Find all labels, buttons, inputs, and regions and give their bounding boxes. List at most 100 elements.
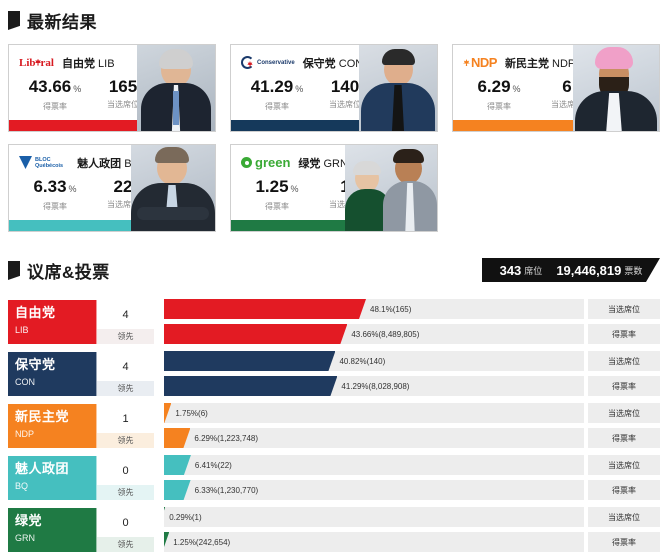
party-tag-grn[interactable]: 绿党 GRN 0 领先 — [8, 508, 154, 552]
total-votes-label: 票数 — [624, 265, 643, 276]
vote-bar-line-bq: 6.33%(1,230,770) 得票率 — [164, 480, 660, 500]
vote-bar-track-ndp: 6.29%(1,223,748) — [164, 428, 584, 448]
seat-row-label-bq: 当选席位 — [588, 455, 660, 475]
result-row-con[interactable]: 保守党 CON 4 领先 40.82%(140) 当选席位 — [8, 348, 660, 400]
seat-bar-track-lib: 48.1%(165) — [164, 299, 584, 319]
ndp-logo-icon: NDP — [463, 55, 497, 70]
seat-bar-track-grn: 0.29%(1) — [164, 507, 584, 527]
seat-bar-fill-bq — [164, 455, 191, 475]
leading-label-con: 领先 — [97, 381, 154, 396]
seat-bar-value-grn: 0.29%(1) — [169, 512, 202, 522]
vote-bar-fill-bq — [164, 480, 191, 500]
result-row-bq[interactable]: 魅人政团 BQ 0 领先 6.41%(22) 当选席位 — [8, 452, 660, 504]
seat-bar-line-grn: 0.29%(1) 当选席位 — [164, 507, 660, 527]
seat-bar-line-bq: 6.41%(22) 当选席位 — [164, 455, 660, 475]
party-tag-name-cn-bq: 魅人政团 — [15, 461, 70, 476]
party-card-ndp[interactable]: NDP 新民主党 NDP 6.29% 得票率 6 当选席位 — [452, 44, 660, 132]
party-tag-bq[interactable]: 魅人政团 BQ 0 领先 — [8, 456, 154, 500]
party-card-lib[interactable]: Lib ral 自由党 LIB 43.66% 得票率 165 当选席位 — [8, 44, 216, 132]
vote-row-label-lib: 得票率 — [588, 324, 660, 344]
result-row-ndp[interactable]: 新民主党 NDP 1 领先 1.75%(6) 当选席位 — [8, 400, 660, 452]
total-votes-value: 19,446,819 — [556, 262, 622, 278]
section-flag-icon — [8, 11, 20, 30]
party-leader-portrait-con — [359, 45, 437, 131]
seats-votes-title: 议席&投票 — [27, 263, 110, 282]
leading-count-ndp: 1 — [97, 404, 154, 433]
party-tag-name-en-ndp: NDP — [15, 429, 35, 439]
seat-bar-line-ndp: 1.75%(6) 当选席位 — [164, 403, 660, 423]
seat-bar-track-con: 40.82%(140) — [164, 351, 584, 371]
vote-bar-track-grn: 1.25%(242,654) — [164, 532, 584, 552]
seats-stat-lib: 165 当选席位 — [107, 77, 139, 110]
party-leader-portrait-lib — [137, 45, 215, 131]
seat-bar-value-bq: 6.41%(22) — [194, 460, 232, 470]
seat-bar-track-ndp: 1.75%(6) — [164, 403, 584, 423]
seat-row-label-con: 当选席位 — [588, 351, 660, 371]
party-tag-name-cn-con: 保守党 — [15, 357, 56, 372]
vote-row-label-grn: 得票率 — [588, 532, 660, 552]
seat-bar-line-con: 40.82%(140) 当选席位 — [164, 351, 660, 371]
seat-row-label-lib: 当选席位 — [588, 299, 660, 319]
party-tag-name-en-grn: GRN — [15, 533, 35, 543]
seats-stat-bq: 22 当选席位 — [107, 177, 139, 210]
vote-bar-line-grn: 1.25%(242,654) 得票率 — [164, 532, 660, 552]
party-card-name-con: 保守党 CON — [302, 57, 364, 70]
vote-bar-fill-lib — [164, 324, 347, 344]
vote-bar-value-con: 41.29%(8,028,908) — [341, 381, 410, 391]
party-card-name-ndp: 新民主党 NDP — [504, 57, 576, 70]
vote-share-stat-grn: 1.25% 得票率 — [255, 177, 299, 212]
seat-bar-fill-ndp — [164, 403, 171, 423]
party-tag-name-en-con: CON — [15, 377, 35, 387]
party-color-bar-lib — [9, 120, 139, 131]
party-color-bar-con — [231, 120, 361, 131]
vote-row-label-ndp: 得票率 — [588, 428, 660, 448]
result-row-grn[interactable]: 绿党 GRN 0 领先 0.29%(1) 当选席位 — [8, 504, 660, 552]
party-leader-portrait-grn — [345, 145, 437, 231]
bars-ndp: 1.75%(6) 当选席位 6.29%(1,223,748) 得票率 — [164, 403, 660, 453]
vote-bar-value-bq: 6.33%(1,230,770) — [194, 485, 259, 495]
vote-share-stat-lib: 43.66% 得票率 — [28, 77, 82, 112]
leading-count-bq: 0 — [97, 456, 154, 485]
vote-bar-line-con: 41.29%(8,028,908) 得票率 — [164, 376, 660, 396]
green-party-logo-icon: green — [241, 155, 290, 170]
party-card-name-grn: 绿党 GRN — [298, 157, 348, 170]
seat-bar-track-bq: 6.41%(22) — [164, 455, 584, 475]
party-card-grn[interactable]: green 绿党 GRN 1.25% 得票率 1 当选席位 — [230, 144, 438, 232]
seat-bar-value-con: 40.82%(140) — [339, 356, 386, 366]
leading-count-con: 4 — [97, 352, 154, 381]
vote-bar-track-con: 41.29%(8,028,908) — [164, 376, 584, 396]
leading-label-bq: 领先 — [97, 485, 154, 500]
party-tag-name-en-bq: BQ — [15, 481, 29, 491]
latest-results-heading: 最新结果 — [0, 8, 97, 33]
leading-count-grn: 0 — [97, 508, 154, 537]
totals-banner: 343 席位 19,446,819 票数 — [482, 258, 660, 282]
result-row-lib[interactable]: 自由党 LIB 4 领先 48.1%(165) 当选席位 — [8, 296, 660, 348]
vote-bar-fill-ndp — [164, 428, 190, 448]
party-tag-name-en-lib: LIB — [15, 325, 29, 335]
seat-row-label-grn: 当选席位 — [588, 507, 660, 527]
party-tag-lib[interactable]: 自由党 LIB 4 领先 — [8, 300, 154, 344]
party-tag-con[interactable]: 保守党 CON 4 领先 — [8, 352, 154, 396]
party-tag-ndp[interactable]: 新民主党 NDP 1 领先 — [8, 404, 154, 448]
bars-grn: 0.29%(1) 当选席位 1.25%(242,654) 得票率 — [164, 507, 660, 552]
leading-label-grn: 领先 — [97, 537, 154, 552]
seats-stat-ndp: 6 当选席位 — [551, 77, 583, 110]
vote-bar-line-lib: 43.66%(8,489,805) 得票率 — [164, 324, 660, 344]
vote-bar-value-grn: 1.25%(242,654) — [173, 537, 231, 547]
total-seats-value: 343 — [499, 262, 522, 278]
vote-row-label-bq: 得票率 — [588, 480, 660, 500]
bloc-quebecois-logo-icon: BLOC Québécois — [19, 156, 63, 169]
bars-bq: 6.41%(22) 当选席位 6.33%(1,230,770) 得票率 — [164, 455, 660, 505]
party-card-con[interactable]: Conservative 保守党 CON 41.29% 得票率 140 当选席位 — [230, 44, 438, 132]
vote-bar-value-ndp: 6.29%(1,223,748) — [194, 433, 259, 443]
vote-share-stat-con: 41.29% 得票率 — [250, 77, 304, 112]
total-seats-label: 席位 — [524, 265, 543, 276]
vote-bar-track-bq: 6.33%(1,230,770) — [164, 480, 584, 500]
seat-bar-fill-lib — [164, 299, 366, 319]
leading-label-ndp: 领先 — [97, 433, 154, 448]
party-color-bar-bq — [9, 220, 133, 231]
party-tag-name-cn-lib: 自由党 — [15, 305, 56, 320]
vote-bar-track-lib: 43.66%(8,489,805) — [164, 324, 584, 344]
